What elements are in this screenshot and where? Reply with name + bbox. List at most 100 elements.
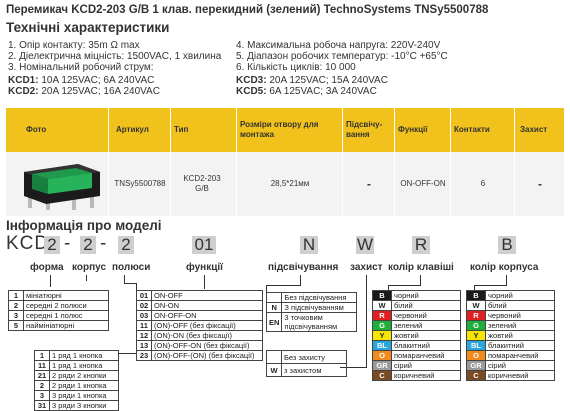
cell-functions: ON-OFF-ON (400, 179, 446, 188)
spec-kcd5: KCD5: 6A 125VAC; 3A 240VAC (236, 86, 377, 97)
functions-table: 01 ON-OFF 02 ON-ON 03 ON-OFF-ON 11 (ON)-OFF … (136, 290, 263, 361)
body-color-code: B (466, 290, 486, 301)
key-color-label: сірий (391, 360, 461, 371)
body-color-code: GR (466, 360, 486, 371)
header-backlight: Підсвічу-вання (346, 120, 383, 139)
spec-kcd1: KCD1: 10A 125VAC; 6A 240VAC (8, 75, 155, 86)
label-functions: функції (186, 262, 223, 273)
table-row: 01 ON-OFF (136, 290, 263, 301)
model-code-key-color: R (412, 236, 430, 254)
body-color-label: сірий (485, 360, 555, 371)
model-info-heading: Інформація про моделі (6, 218, 162, 233)
body-color-label: коричневий (485, 370, 555, 381)
key-color-label: помаранчевий (391, 350, 461, 361)
key-color-code: R (372, 310, 392, 321)
label-protection: захист (350, 262, 383, 273)
model-code-form: 2 (44, 236, 60, 254)
key-color-code: Y (372, 330, 392, 341)
model-code-protection: W (356, 235, 374, 254)
header-functions: Функції (398, 125, 428, 134)
key-color-code: W (372, 300, 392, 311)
body-color-code: C (466, 370, 486, 381)
model-code-body: 2 (80, 236, 96, 254)
key-color-row: GR сірий (372, 360, 461, 371)
label-poles: полюси (112, 262, 151, 273)
model-code-poles: 2 (118, 236, 134, 254)
spec-4: 4. Максимальна робоча напруга: 220V-240V (236, 40, 441, 51)
header-contacts: Контакти (454, 125, 490, 134)
table-row: Без підсвічування (265, 292, 358, 303)
table-row: 3 середні 1 полюс (8, 310, 109, 321)
header-size: Розміри отвору для монтажа (240, 120, 319, 139)
cell-article: TNSy5500788 (114, 179, 166, 188)
specs-heading: Технічні характеристики (6, 20, 170, 35)
cell-contacts: 6 (480, 179, 486, 188)
key-color-code: G (372, 320, 392, 331)
spec-2: 2. Діелектрична міцність: 1500VAC, 1 хви… (8, 51, 222, 62)
header-type: Тип (174, 125, 189, 134)
body-color-label: блакитний (485, 340, 555, 351)
key-color-code: BL (372, 340, 392, 351)
key-color-label: жовтий (391, 330, 461, 341)
table-row: 13 (ON)-OFF-ON (без фіксації) (136, 340, 263, 351)
body-color-label: чорний (485, 290, 555, 301)
body-color-code: W (466, 300, 486, 311)
spec-5: 5. Діапазон робочих температур: -10°C +6… (236, 51, 448, 62)
rocker-switch-green-icon (20, 158, 104, 214)
key-color-row: BL блакитний (372, 340, 461, 351)
body-color-label: помаранчевий (485, 350, 555, 361)
form-table: 1 мініатюрні 2 середні 2 полюси 3 середні 1… (8, 290, 109, 331)
body-color-code: R (466, 310, 486, 321)
spec-6: 6. Кількість циклів: 10 000 (236, 62, 356, 73)
spec-3: 3. Номінальний робочий струм: (8, 62, 154, 73)
key-color-label: блакитний (391, 340, 461, 351)
cell-type: KCD2-203 G/B (183, 174, 221, 193)
table-row: 1 мініатюрні (8, 290, 109, 301)
table-row: 02 ON-ON (136, 300, 263, 311)
key-color-code: B (372, 290, 392, 301)
body-color-label: жовтий (485, 330, 555, 341)
body-color-code: G (466, 320, 486, 331)
key-color-label: зелений (391, 320, 461, 331)
label-body-color: колір корпуса (470, 262, 539, 273)
spec-1: 1. Опір контакту: 35m Ω max (8, 40, 140, 51)
spec-kcd2: KCD2: 20A 125VAC; 16A 240VAC (8, 86, 160, 97)
header-protection: Захист (520, 125, 548, 134)
table-row: EN 3 точковим підсвічуванням (265, 312, 358, 332)
table-row: 2 середні 2 полюси (8, 300, 109, 311)
body-color-code: Y (466, 330, 486, 341)
label-backlight: підсвічування (268, 262, 339, 273)
cell-protection: - (538, 177, 542, 191)
body-color-label: зелений (485, 320, 555, 331)
spec-kcd3: KCD3: 20A 125VAC; 15A 240VAC (236, 75, 388, 86)
key-color-code: O (372, 350, 392, 361)
product-table-header (6, 108, 564, 152)
key-color-code: GR (372, 360, 392, 371)
table-row: 31 3 ряди 3 кнопки (34, 400, 119, 411)
page-title: Перемикач KCD2-203 G/B 1 клав. перекидни… (6, 4, 489, 16)
model-code-functions: 01 (192, 236, 216, 254)
table-row: 5 наймініатюрні (8, 320, 109, 331)
label-body: корпус (72, 262, 107, 273)
label-form: форма (30, 262, 64, 273)
table-row: 03 ON-OFF-ON (136, 310, 263, 321)
key-color-label: коричневий (391, 370, 461, 381)
body-color-row: GR сірий (466, 360, 555, 371)
